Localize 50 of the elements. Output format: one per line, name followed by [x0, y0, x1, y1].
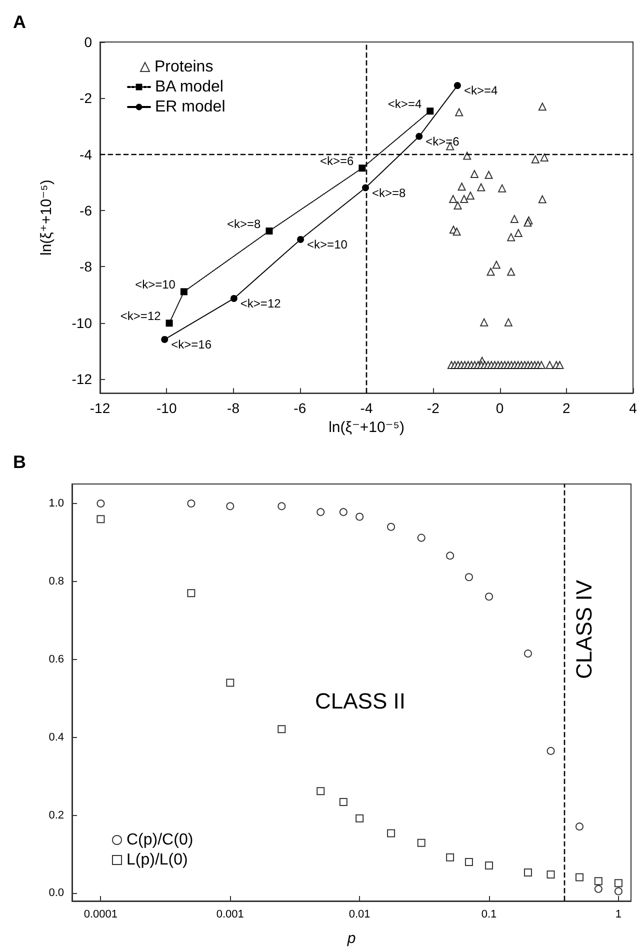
y-tick-label: -2 — [80, 90, 92, 106]
data-label: <k>=4 — [464, 84, 498, 98]
x-tick-label: 0.01 — [348, 908, 370, 920]
x-tick-label: 4 — [629, 400, 638, 416]
x-axis-title: ln(ξ⁻+10⁻⁵) — [328, 419, 404, 436]
data-label: <k>=16 — [171, 337, 212, 352]
y-tick-label: 0.4 — [48, 731, 64, 744]
x-tick-label: 0 — [496, 400, 504, 416]
x-tick-label: -6 — [294, 400, 306, 416]
legend-label: ER model — [155, 98, 226, 116]
y-tick-label: -8 — [80, 258, 92, 275]
x-tick-label: -10 — [156, 400, 177, 416]
data-label: <k>=6 — [320, 154, 354, 168]
annotation: CLASS IV — [572, 580, 596, 680]
data-label: <k>=10 — [135, 278, 176, 292]
legend-label: C(p)/C(0) — [126, 832, 194, 848]
data-label: <k>=12 — [240, 296, 282, 310]
y-tick-label: 0 — [84, 34, 92, 50]
y-tick-label: -12 — [72, 371, 92, 388]
y-axis-title: ln(ξ⁺+10⁻⁵) — [38, 180, 55, 256]
x-tick-label: -4 — [360, 400, 373, 416]
data-label: <k>=10 — [307, 237, 348, 252]
x-tick-label: 0.001 — [216, 908, 244, 920]
legend-label: L(p)/L(0) — [126, 852, 188, 868]
y-tick-label: 0.2 — [48, 809, 64, 822]
x-tick-label: 2 — [562, 400, 570, 416]
x-tick-label: 0.1 — [481, 908, 497, 920]
x-tick-label: -8 — [227, 400, 240, 416]
y-tick-label: 0.6 — [48, 653, 64, 666]
legend-label: BA model — [155, 78, 224, 96]
chart-title: B — [13, 452, 26, 472]
legend-label: Proteins — [154, 58, 214, 76]
data-label: <k>=12 — [120, 309, 162, 324]
x-tick-label: 0.0001 — [84, 908, 118, 920]
x-tick-label: 1 — [615, 908, 622, 920]
y-tick-label: 0.0 — [48, 887, 64, 900]
y-tick-label: -10 — [72, 314, 92, 331]
data-label: <k>=4 — [388, 97, 422, 112]
y-tick-label: -4 — [80, 146, 92, 162]
annotation: CLASS II — [315, 688, 406, 714]
y-tick-label: 0.8 — [48, 575, 64, 588]
x-tick-label: -2 — [426, 400, 440, 416]
chart-title: A — [13, 12, 26, 32]
data-label: <k>=8 — [372, 186, 406, 200]
x-tick-label: -12 — [90, 400, 110, 416]
y-tick-label: 1.0 — [48, 497, 64, 510]
data-label: <k>=8 — [227, 217, 262, 232]
x-axis-title: p — [346, 930, 356, 947]
y-tick-label: -6 — [80, 202, 92, 219]
data-label: <k>=6 — [426, 134, 460, 148]
